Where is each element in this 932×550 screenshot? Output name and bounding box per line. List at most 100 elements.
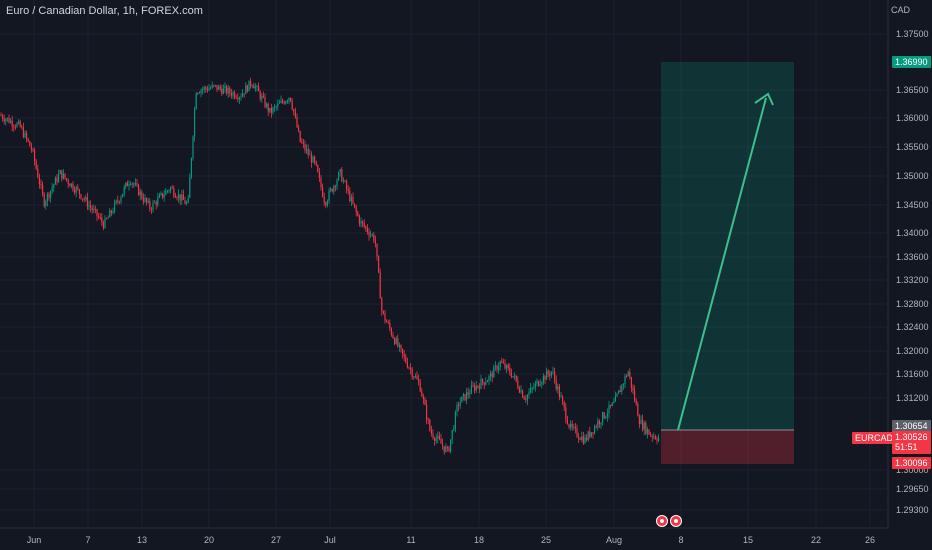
candle: [611, 401, 613, 407]
grid: [0, 0, 888, 528]
candle: [477, 385, 479, 389]
candle: [30, 142, 32, 153]
candle: [286, 99, 288, 104]
time-axis-tick: Jun: [26, 535, 42, 545]
candle: [658, 434, 660, 442]
candle: [90, 200, 92, 213]
candle: [334, 184, 336, 192]
candle: [642, 414, 644, 432]
candle: [565, 403, 567, 424]
candle: [421, 387, 423, 397]
candle: [110, 209, 112, 217]
candle: [192, 135, 194, 161]
candle: [253, 82, 255, 89]
candle: [587, 430, 589, 442]
candle: [429, 418, 431, 432]
candle: [165, 188, 167, 196]
candle: [349, 187, 351, 203]
candle: [515, 375, 517, 383]
candle: [576, 424, 578, 438]
candle: [42, 181, 44, 197]
event-flag-icon[interactable]: [656, 515, 668, 527]
candle: [136, 179, 138, 188]
candle: [96, 208, 98, 222]
candle: [34, 147, 36, 166]
candle: [432, 429, 434, 440]
candle: [46, 192, 48, 207]
candle: [632, 384, 634, 395]
candle: [315, 160, 317, 167]
candle: [232, 90, 234, 99]
current-price-tag: 1.30526 51:51: [892, 431, 931, 454]
candle: [45, 199, 47, 210]
candle: [288, 97, 290, 105]
candle: [373, 231, 375, 243]
candle: [614, 391, 616, 402]
candle: [461, 396, 463, 403]
candle: [624, 373, 626, 388]
candle: [650, 431, 652, 437]
candle: [443, 446, 445, 455]
candle: [195, 91, 197, 110]
candle: [533, 382, 535, 390]
candle: [261, 93, 263, 103]
bar-countdown: 51:51: [895, 442, 918, 452]
candle: [606, 408, 608, 422]
time-axis-tick: 7: [85, 535, 91, 545]
candle: [187, 194, 189, 204]
candle: [571, 420, 573, 431]
candle: [419, 379, 421, 393]
candle: [462, 392, 464, 401]
currency-label: CAD: [890, 5, 910, 15]
candle: [107, 215, 109, 219]
candle: [184, 196, 186, 205]
candle: [646, 426, 648, 439]
candle: [240, 93, 242, 101]
candle: [149, 198, 151, 212]
stop-zone: [661, 430, 794, 464]
candle: [424, 396, 426, 406]
candle: [5, 117, 7, 126]
candle: [507, 363, 509, 371]
candle: [501, 357, 503, 364]
candle: [365, 225, 367, 232]
candle: [323, 192, 325, 206]
price-axis-tick: 1.35000: [896, 171, 929, 181]
candle: [133, 182, 135, 188]
candle: [147, 197, 149, 204]
candle: [381, 296, 383, 316]
candle: [128, 180, 130, 191]
candle: [638, 414, 640, 429]
candle: [283, 100, 285, 105]
candle: [483, 381, 485, 390]
candle: [520, 385, 522, 394]
candle: [346, 179, 348, 194]
candle: [384, 310, 386, 324]
candle: [630, 376, 632, 393]
price-axis-tick: 1.35500: [896, 142, 929, 152]
candle: [366, 224, 368, 235]
candle: [163, 189, 165, 202]
candle: [629, 368, 631, 380]
candle: [19, 119, 21, 128]
candle: [525, 394, 527, 403]
candle: [104, 215, 106, 229]
event-flag-icon[interactable]: [670, 515, 682, 527]
candle: [605, 415, 607, 420]
candle: [654, 434, 656, 440]
candle: [550, 371, 552, 379]
candle: [534, 380, 536, 392]
candle: [584, 434, 586, 444]
time-axis-tick: Jul: [324, 535, 336, 545]
candle: [442, 438, 444, 450]
candle: [339, 168, 341, 177]
candle: [539, 379, 541, 387]
candle: [616, 392, 618, 398]
candle: [536, 378, 538, 387]
candle: [118, 200, 120, 205]
candle: [83, 196, 85, 203]
candle: [272, 106, 274, 115]
candle: [75, 185, 77, 198]
